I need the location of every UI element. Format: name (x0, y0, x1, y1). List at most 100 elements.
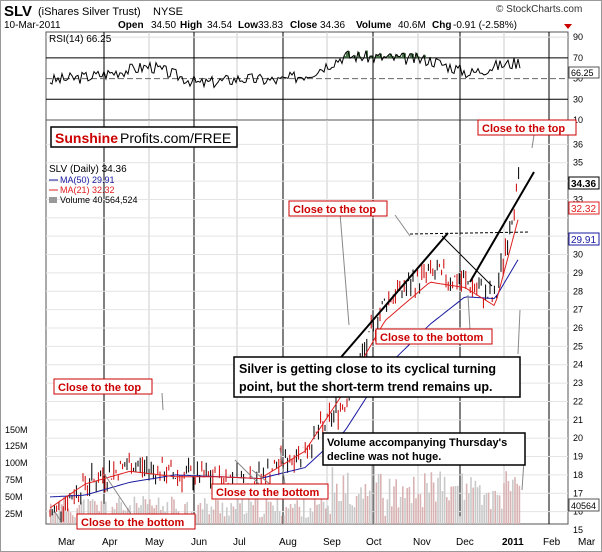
price-tick-label: 24 (573, 360, 583, 370)
volume-bar (375, 482, 378, 524)
rsi-tick-label: 30 (573, 94, 583, 104)
volume-bar (344, 493, 347, 524)
volume-bar (468, 493, 470, 524)
volume-bar (270, 501, 272, 524)
volume-bar (226, 507, 228, 524)
volume-bar (360, 487, 362, 524)
volume-bar (443, 476, 446, 524)
brand-part1: Sunshine (55, 130, 118, 146)
volume-bar (479, 485, 481, 524)
rsi-last-value: 66.25 (571, 68, 594, 78)
volume-bar (492, 491, 494, 524)
legend-ma50: MA(50) 29.91 (60, 175, 115, 185)
volume-bar (173, 499, 175, 524)
volume-bar (250, 501, 252, 524)
volume-bar (289, 503, 292, 524)
volume-bar (459, 516, 461, 524)
volume-bar (333, 492, 336, 524)
volume-bar (61, 504, 63, 524)
price-tick-label: 20 (573, 433, 583, 443)
volume-bar (195, 514, 197, 524)
volume-bar (221, 502, 224, 524)
volume-bar (397, 507, 400, 524)
volume-bar (320, 496, 323, 524)
volume-bar (369, 490, 371, 524)
volume-bar (366, 495, 369, 524)
volume-ticks: 150M 125M 100M 75M 50M 25M (5, 425, 28, 519)
x-axis-label: Nov (413, 537, 431, 548)
x-axis-label: Jul (233, 537, 246, 548)
volume-bar (461, 473, 463, 524)
volume-bar (450, 486, 452, 524)
x-axis-label: Feb (543, 537, 561, 548)
volume-bar (377, 473, 380, 524)
volume-bar (432, 482, 435, 524)
volume-bar (351, 505, 353, 524)
volume-tick-label: 125M (5, 441, 28, 451)
volume-bar (446, 497, 448, 524)
commentary-box: Silver is getting close to its cyclical … (233, 356, 521, 398)
volume-bar (417, 493, 419, 524)
volume-bar (402, 486, 404, 524)
volume-bar (283, 515, 285, 524)
volume-bar (470, 477, 472, 524)
price-tick-label: 26 (573, 323, 583, 333)
volume-bar (89, 500, 92, 524)
volume-bar (204, 498, 206, 524)
volume-bar (298, 506, 301, 524)
rsi-last-badge: 66.25 (568, 66, 600, 79)
volume-bar (428, 492, 430, 524)
ohlc-readout: Open 34.50 High 34.54 Low 33.83 Close 34… (118, 20, 572, 31)
brand-part2: Profits.com/FREE (120, 130, 231, 146)
volume-bar (382, 497, 384, 524)
volume-bar (245, 512, 248, 524)
volume-bar (512, 479, 514, 524)
volume-bar (410, 503, 413, 524)
volume-bar (58, 500, 61, 524)
volume-bar (228, 515, 230, 524)
low-value: 33.83 (258, 20, 283, 31)
volume-bar (120, 502, 122, 524)
volume-bar (142, 496, 144, 524)
volume-bar (252, 505, 254, 524)
brand-box: Sunshine Profits.com/FREE (50, 126, 238, 148)
volume-bar (509, 491, 512, 524)
volume-bar (413, 476, 415, 524)
volume-bar (267, 501, 270, 524)
volume-bar (278, 511, 281, 524)
volume-bar (329, 513, 331, 524)
x-axis-label: 2011 (502, 537, 524, 548)
commentary-line2: point, but the short-term trend remains … (239, 380, 492, 394)
rsi-title: RSI(14) 66.25 (49, 34, 112, 45)
down-arrow-icon (564, 24, 572, 29)
annotation-close-to-top-1: Close to the top (482, 123, 565, 135)
price-last-badges: 34.36 32.32 29.91 40564 (568, 176, 600, 512)
volume-tick-label: 25M (5, 509, 23, 519)
high-label: High (180, 20, 202, 31)
volume-bar (514, 477, 516, 524)
volume-bar (63, 497, 65, 524)
volume-bar (426, 482, 428, 524)
volume-bar (309, 507, 312, 524)
trendline-up-2 (469, 171, 535, 283)
volume-bar (399, 496, 402, 524)
legend-volume: Volume 40,564,524 (60, 195, 138, 205)
volume-tick-label: 75M (5, 475, 23, 485)
chg-value: -0.91 (-2.58%) (453, 20, 517, 31)
volume-bar (498, 495, 501, 524)
volume-bar (50, 503, 52, 524)
volume-bar (358, 493, 360, 524)
volume-bar (133, 496, 136, 524)
volume-bar (452, 486, 455, 524)
volume-note-box: Volume accompanying Thursday's decline w… (322, 432, 526, 466)
volume-bar (494, 490, 496, 524)
volume-bar (408, 487, 411, 524)
trend-lines (329, 171, 535, 371)
volume-label: Volume (356, 20, 392, 31)
volume-bar (386, 499, 389, 524)
volume-bar (435, 501, 437, 524)
volume-bar (496, 494, 499, 524)
price-tick-label: 16 (573, 507, 583, 517)
price-tick-label: 18 (573, 470, 583, 480)
resistance-line (409, 231, 531, 235)
